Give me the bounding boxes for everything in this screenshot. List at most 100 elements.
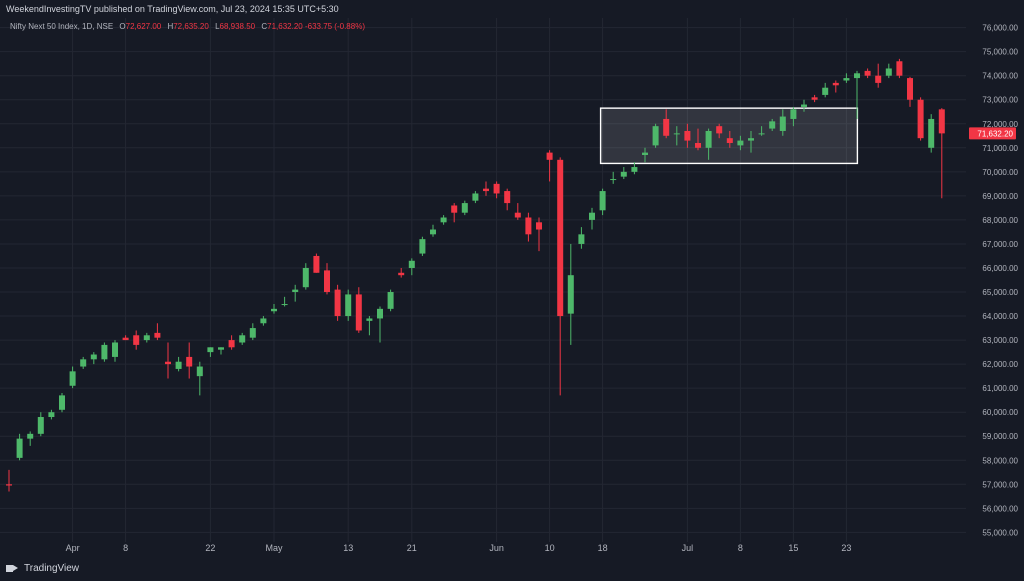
- candle-body: [133, 335, 140, 345]
- candle: [599, 188, 606, 216]
- candle: [387, 289, 394, 312]
- candle: [811, 94, 818, 103]
- highlight-rectangle[interactable]: [599, 107, 859, 165]
- y-tick-label: 70,000.00: [982, 168, 1018, 177]
- candle: [90, 352, 97, 365]
- candle-body: [387, 292, 394, 309]
- x-tick-label: Jul: [682, 543, 694, 553]
- chart-grid: [0, 18, 966, 542]
- candle: [101, 342, 108, 362]
- candle-body: [80, 359, 87, 367]
- candle-body: [737, 140, 744, 146]
- last-price-badge: [969, 127, 1016, 140]
- candle-body: [281, 304, 288, 306]
- candle-body: [228, 340, 235, 348]
- candle: [154, 323, 161, 341]
- candle: [748, 130, 754, 153]
- y-tick-label: 63,000.00: [982, 336, 1018, 345]
- candle: [514, 203, 521, 220]
- candle: [822, 82, 829, 98]
- low-label: L: [215, 22, 220, 31]
- candle: [334, 284, 341, 321]
- candle-body: [48, 412, 55, 418]
- high-label: H: [167, 22, 174, 31]
- candle: [663, 109, 670, 139]
- candle: [885, 63, 892, 79]
- x-tick-label: 21: [407, 543, 417, 553]
- candle: [726, 130, 733, 148]
- candle: [907, 76, 913, 107]
- x-tick-label: 10: [545, 543, 555, 553]
- candle-body: [483, 188, 489, 192]
- tradingview-branding[interactable]: TradingView: [6, 563, 79, 574]
- candle: [196, 361, 203, 396]
- candle: [260, 316, 267, 326]
- candle: [430, 224, 436, 237]
- candle: [620, 167, 627, 180]
- candle-body: [536, 222, 542, 230]
- x-tick-label: 15: [788, 543, 798, 553]
- candle-body: [186, 356, 193, 367]
- candle: [59, 392, 65, 413]
- y-tick-label: 60,000.00: [982, 408, 1018, 417]
- candle: [271, 304, 277, 314]
- candle-body: [249, 328, 256, 338]
- candle: [790, 106, 797, 127]
- candle-body: [832, 82, 839, 86]
- y-tick-label: 55,000.00: [982, 528, 1018, 537]
- x-tick-label: 8: [738, 543, 743, 553]
- candle: [557, 157, 564, 396]
- candle-body: [885, 68, 892, 76]
- candle: [758, 126, 765, 136]
- candle: [143, 332, 150, 343]
- candle-body: [59, 395, 65, 410]
- high-value: 72,635.20: [173, 22, 209, 31]
- x-tick-label: 13: [343, 543, 353, 553]
- candle-body: [461, 203, 468, 213]
- candle-body: [525, 217, 532, 235]
- candle-body: [430, 229, 436, 235]
- candle: [801, 99, 807, 112]
- candle-body: [811, 97, 818, 100]
- candle: [112, 340, 118, 362]
- candle-body: [938, 109, 945, 134]
- y-tick-label: 61,000.00: [982, 384, 1018, 393]
- candle: [302, 263, 309, 290]
- candle: [896, 58, 903, 79]
- candle: [292, 284, 299, 302]
- candle-body: [313, 255, 320, 273]
- price-axis[interactable]: 76,000.00 75,000.00 74,000.00 73,000.00 72,0…: [969, 24, 1019, 538]
- candle: [37, 412, 44, 437]
- candle-body: [790, 109, 797, 119]
- candle: [536, 217, 542, 252]
- x-tick-label: 22: [205, 543, 215, 553]
- candle-body: [642, 152, 648, 156]
- candle-body: [101, 344, 108, 360]
- time-axis[interactable]: Apr 8 22 May 13 21 Jun 10 18 Jul 8 15 23: [66, 543, 852, 553]
- candle: [938, 108, 945, 199]
- candle: [928, 114, 935, 153]
- candle: [546, 150, 553, 182]
- y-tick-label: 65,000.00: [982, 288, 1018, 297]
- candle: [631, 162, 638, 175]
- candle-body: [175, 361, 182, 369]
- candle-body: [377, 308, 383, 319]
- candle-body: [589, 212, 595, 220]
- candle: [652, 123, 659, 148]
- y-tick-label: 76,000.00: [982, 24, 1018, 33]
- candle-body: [355, 294, 362, 331]
- candle-body: [218, 347, 224, 350]
- candle: [695, 128, 701, 151]
- y-tick-label: 67,000.00: [982, 240, 1018, 249]
- candle: [864, 68, 871, 79]
- candle: [6, 469, 12, 492]
- y-tick-label: 71,000.00: [982, 144, 1018, 153]
- candle-body: [345, 294, 352, 317]
- change-value: -633.75 (-0.88%): [304, 22, 365, 31]
- candle: [451, 203, 458, 223]
- candle-body: [27, 433, 34, 439]
- candle: [165, 342, 171, 379]
- candle: [769, 118, 776, 131]
- candle-body: [451, 205, 458, 213]
